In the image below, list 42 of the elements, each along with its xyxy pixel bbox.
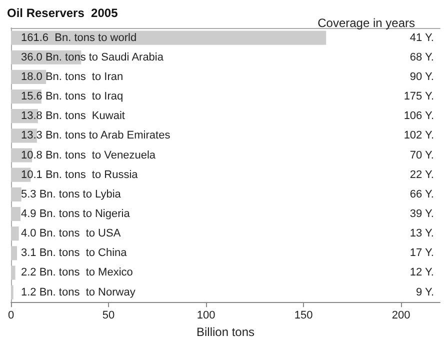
annotation: 22 Y. [410, 168, 434, 181]
data-label: 10.1 Bn. tons to Russia [21, 168, 139, 181]
data-label: 3.1 Bn. tons to China [21, 247, 128, 260]
annotation: 90 Y. [410, 70, 434, 83]
data-label: 13.3 Bn. tons to Arab Emirates [21, 130, 171, 142]
bar [11, 30, 326, 45]
bar [11, 266, 16, 280]
annotation: 70 Y. [410, 149, 434, 162]
chart-title: Oil Reservers 2005 [7, 6, 118, 20]
data-label: 18.0 Bn. tons to Iran [21, 70, 124, 83]
annotation: 106 Y. [404, 110, 434, 122]
annotation: 39 Y. [410, 208, 434, 220]
bar [11, 226, 19, 241]
annotation: 17 Y. [410, 247, 434, 260]
annotation: 68 Y. [410, 51, 434, 64]
x-axis-title: Billion tons [196, 325, 255, 339]
data-label: 10.8 Bn. tons to Venezuela [21, 149, 156, 162]
data-label: 5.3 Bn. tons to Lybia [21, 188, 122, 200]
annotation: 175 Y. [404, 90, 434, 103]
x-tick-label: 200 [392, 310, 410, 322]
data-label: 2.2 Bn. tons to Mexico [21, 266, 133, 279]
data-label: 36.0 Bn. tons to Saudi Arabia [21, 51, 164, 64]
bar [11, 187, 22, 202]
data-label: 161.6 Bn. tons to world [21, 32, 137, 44]
annotation: 102 Y. [404, 130, 434, 142]
annotation: 66 Y. [410, 188, 434, 200]
annotation: 12 Y. [410, 266, 434, 279]
x-tick-label: 150 [294, 310, 313, 322]
annotation: 41 Y. [410, 32, 434, 44]
x-tick-label: 50 [102, 310, 115, 322]
y2-axis-title: Coverage in years [318, 16, 416, 30]
bar [11, 206, 21, 222]
bar [11, 246, 18, 260]
annotation: 13 Y. [410, 228, 434, 240]
data-label: 1.2 Bn. tons to Norway [21, 286, 136, 298]
data-label: 4.9 Bn. tons to Nigeria [21, 208, 131, 220]
data-label: 4.0 Bn. tons to USA [21, 228, 122, 240]
data-label: 13.8 Bn. tons Kuwait [21, 110, 125, 122]
x-tick-label: 0 [8, 310, 14, 322]
x-tick-label: 100 [196, 310, 216, 322]
annotation: 9 Y. [416, 286, 434, 298]
data-label: 15.6 Bn. tons to Iraq [21, 90, 124, 103]
